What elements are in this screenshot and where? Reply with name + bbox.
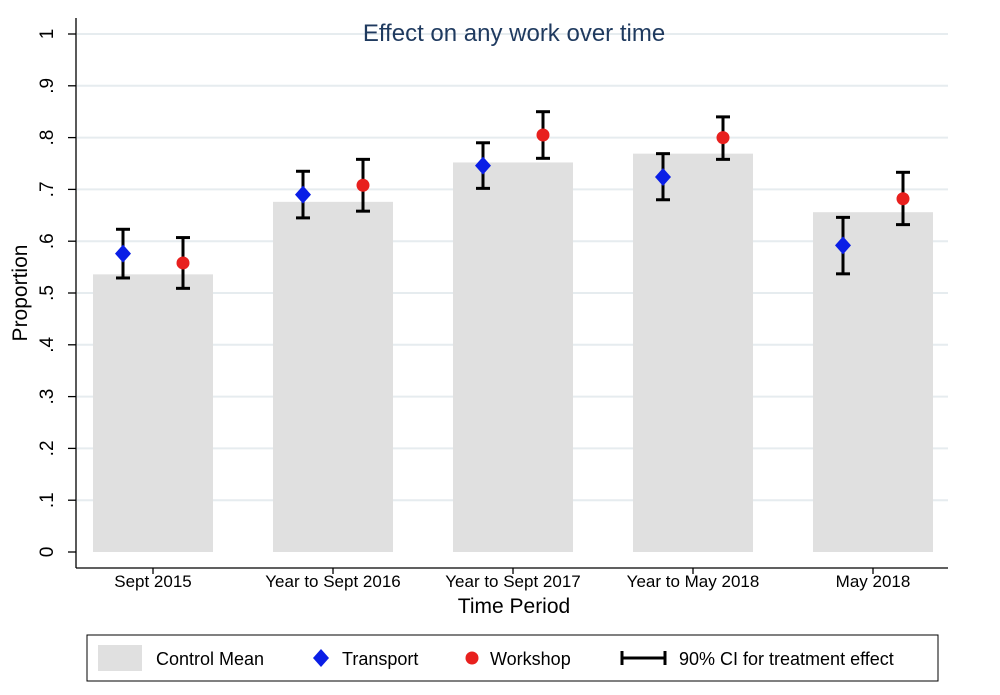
y-tick-label: .1 (37, 492, 58, 508)
transport-point (835, 236, 851, 255)
chart-title: Effect on any work over time (363, 20, 665, 47)
transport-point (115, 244, 131, 263)
y-tick-label: .4 (37, 336, 58, 352)
legend-label-control-mean: Control Mean (156, 649, 264, 669)
legend: Control Mean Transport Workshop 90% CI f… (86, 634, 939, 682)
transport-point (295, 185, 311, 204)
workshop-point (536, 128, 550, 142)
y-axis-title: Proportion (9, 245, 32, 342)
y-axis-ticks: 0 .1 .2 .3 .4 .5 .6 .7 .8 .9 1 (37, 29, 76, 558)
y-tick-label: .2 (37, 440, 58, 456)
y-tick-label: 0 (37, 547, 58, 558)
y-tick-label: .9 (37, 78, 58, 94)
y-tick-label: .5 (37, 285, 58, 301)
workshop-point (716, 131, 730, 145)
control-mean-bars (93, 153, 933, 553)
control-mean-bar (813, 212, 933, 552)
legend-marker-ci (620, 651, 667, 665)
transport-point (475, 156, 491, 175)
legend-label-ci: 90% CI for treatment effect (679, 649, 894, 669)
y-tick-label: .7 (37, 181, 58, 197)
x-tick-label: Sept 2015 (114, 572, 192, 591)
x-tick-label: Year to May 2018 (627, 572, 760, 591)
treatment-points (115, 128, 910, 270)
legend-label-workshop: Workshop (490, 649, 571, 669)
legend-marker-workshop (465, 651, 479, 665)
workshop-point (176, 256, 190, 270)
x-tick-label: Year to Sept 2017 (445, 572, 581, 591)
workshop-point (896, 192, 910, 206)
y-tick-label: .6 (37, 233, 58, 249)
y-tick-label: 1 (37, 29, 58, 40)
transport-point (655, 167, 671, 186)
control-mean-bar (273, 201, 393, 552)
legend-label-transport: Transport (342, 649, 418, 669)
control-mean-bar (633, 153, 753, 552)
x-tick-label: Year to Sept 2016 (265, 572, 401, 591)
legend-marker-transport (313, 649, 329, 667)
y-tick-label: .3 (37, 389, 58, 405)
x-axis-categories: Sept 2015 Year to Sept 2016 Year to Sept 2… (114, 568, 910, 591)
control-mean-bar (93, 274, 213, 552)
control-mean-bar (453, 162, 573, 553)
workshop-point (356, 178, 370, 192)
x-tick-label: May 2018 (836, 572, 911, 591)
legend-swatch-control-mean (98, 645, 142, 671)
legend-box (86, 634, 939, 682)
y-tick-label: .8 (37, 130, 58, 146)
x-axis-title: Time Period (458, 595, 570, 618)
